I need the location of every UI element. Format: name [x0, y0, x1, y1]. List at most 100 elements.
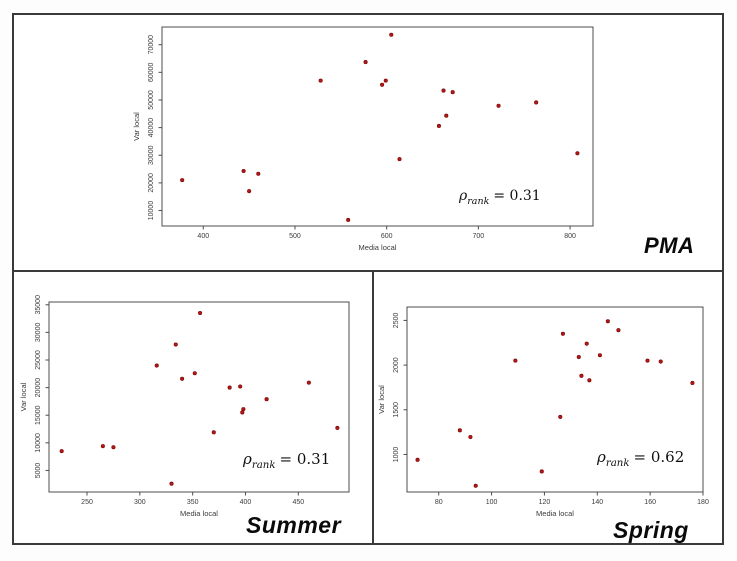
- data-point: [441, 88, 446, 93]
- data-point: [154, 363, 159, 368]
- data-point: [496, 103, 501, 108]
- data-point: [180, 178, 185, 183]
- data-point: [180, 376, 185, 381]
- data-point: [173, 342, 178, 347]
- y-axis-title: Var local: [377, 385, 386, 414]
- x-tick-label: 120: [539, 499, 551, 506]
- x-tick-label: 800: [564, 233, 576, 240]
- data-point: [240, 410, 245, 415]
- data-point: [100, 444, 105, 449]
- summer-panel-title: Summer: [246, 512, 342, 538]
- data-point: [513, 358, 518, 363]
- rho-value: = 0.31: [493, 188, 541, 204]
- x-axis-title: Media local: [359, 243, 397, 252]
- rho-value: = 0.31: [279, 450, 331, 468]
- x-axis-title: Media local: [180, 509, 218, 518]
- data-point: [198, 310, 203, 316]
- rho-symbol: ρ: [243, 450, 252, 468]
- data-point: [238, 384, 243, 389]
- plot-box: [161, 26, 594, 227]
- y-tick-label: 25000: [35, 350, 42, 370]
- data-point: [380, 82, 385, 87]
- data-point: [473, 483, 478, 488]
- data-point: [690, 380, 695, 386]
- rho-subscript: rank: [467, 195, 490, 207]
- x-tick-label: 80: [435, 499, 443, 506]
- data-point: [211, 430, 216, 435]
- spring-rho-annotation: ρrank = 0.62: [597, 448, 684, 469]
- data-point: [616, 328, 621, 333]
- data-point: [560, 331, 565, 336]
- data-point: [241, 168, 246, 174]
- data-point: [306, 380, 311, 385]
- data-point: [346, 217, 351, 222]
- y-tick-label: 50000: [148, 90, 155, 110]
- data-point: [605, 319, 610, 324]
- data-point: [579, 373, 584, 378]
- data-point: [111, 445, 116, 450]
- summer-rho-annotation: ρrank = 0.31: [243, 450, 330, 471]
- y-axis-title: Var local: [132, 112, 141, 141]
- data-point: [256, 171, 261, 176]
- data-point: [444, 113, 449, 118]
- rho-subscript: rank: [251, 460, 276, 471]
- y-tick-label: 1000: [393, 447, 400, 463]
- x-tick-label: 500: [289, 233, 301, 240]
- data-point: [415, 457, 420, 462]
- data-point: [389, 32, 394, 37]
- data-point: [192, 371, 197, 376]
- data-point: [247, 189, 252, 194]
- data-point: [584, 341, 589, 346]
- plot-box: [406, 306, 704, 493]
- rho-value: = 0.62: [633, 448, 685, 466]
- x-tick-label: 250: [81, 499, 93, 506]
- y-tick-label: 15000: [35, 405, 42, 425]
- x-axis-title: Media local: [536, 509, 574, 518]
- x-tick-label: 100: [486, 499, 498, 506]
- x-tick-label: 450: [292, 499, 304, 506]
- y-tick-label: 10000: [35, 433, 42, 453]
- y-tick-label: 20000: [35, 378, 42, 398]
- y-tick-label: 20000: [148, 173, 155, 193]
- y-tick-label: 2500: [393, 313, 400, 329]
- data-point: [597, 353, 602, 358]
- data-point: [169, 481, 174, 486]
- data-point: [227, 385, 232, 390]
- summer-scatter-chart: 250 300 350 400 450 5000 10000 15000 20000 25000 3…: [19, 295, 350, 518]
- y-tick-label: 30000: [148, 145, 155, 165]
- data-point: [335, 425, 340, 430]
- data-point: [59, 449, 64, 454]
- data-point: [539, 469, 544, 474]
- data-point: [264, 397, 269, 402]
- horizontal-divider: [12, 270, 724, 272]
- data-point: [450, 90, 455, 95]
- x-tick-label: 300: [134, 499, 146, 506]
- y-tick-label: 30000: [35, 323, 42, 343]
- y-tick-label: 10000: [148, 201, 155, 221]
- vertical-divider: [372, 270, 374, 545]
- data-point: [558, 414, 563, 419]
- x-tick-label: 350: [187, 499, 199, 506]
- y-tick-label: 40000: [148, 118, 155, 138]
- pma-rho-annotation: ρrank = 0.31: [459, 188, 541, 207]
- y-axis-title: Var local: [19, 382, 28, 411]
- y-tick-label: 70000: [148, 35, 155, 55]
- x-tick-label: 400: [197, 233, 209, 240]
- y-tick-label: 1500: [393, 402, 400, 418]
- plot-box: [48, 301, 350, 493]
- y-tick-label: 2000: [393, 357, 400, 373]
- data-point: [587, 378, 592, 383]
- data-point: [468, 434, 473, 440]
- data-point: [318, 78, 323, 83]
- data-point: [576, 354, 581, 360]
- y-tick-label: 35000: [35, 295, 42, 315]
- rho-subscript: rank: [605, 458, 630, 469]
- data-point: [575, 151, 580, 156]
- data-point: [397, 157, 402, 162]
- y-tick-label: 5000: [35, 463, 42, 479]
- x-tick-label: 700: [473, 233, 485, 240]
- spring-panel-title: Spring: [613, 517, 689, 543]
- data-point: [534, 100, 539, 105]
- data-point: [457, 428, 462, 433]
